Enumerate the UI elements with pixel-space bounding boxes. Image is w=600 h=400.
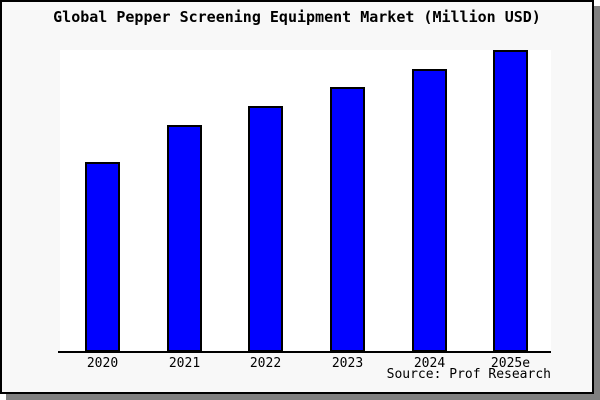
plot-area bbox=[60, 50, 551, 352]
x-tick-label-2021: 2021 bbox=[168, 356, 201, 371]
x-tick-label-2025e: 2025e bbox=[490, 356, 531, 371]
x-tick-label-2022: 2022 bbox=[249, 356, 282, 371]
x-tick-label-2023: 2023 bbox=[331, 356, 364, 371]
chart-title: Global Pepper Screening Equipment Market… bbox=[53, 8, 541, 26]
bar-2021 bbox=[167, 125, 202, 352]
x-tick-label-2024: 2024 bbox=[413, 356, 446, 371]
x-axis-line bbox=[58, 351, 551, 353]
bar-2024 bbox=[412, 69, 447, 352]
x-tick-label-2020: 2020 bbox=[86, 356, 119, 371]
bar-2025e bbox=[493, 50, 528, 352]
source-credit: Source: Prof Research bbox=[386, 367, 551, 382]
bar-2022 bbox=[248, 106, 283, 352]
bar-2023 bbox=[330, 87, 365, 352]
bar-2020 bbox=[85, 162, 120, 352]
